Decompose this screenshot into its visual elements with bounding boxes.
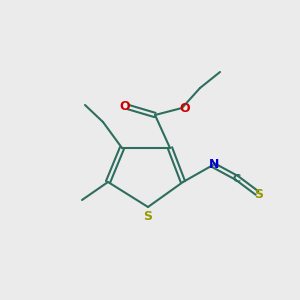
Text: O: O [180,101,190,115]
Text: S: S [143,210,152,223]
Text: O: O [120,100,130,113]
Text: S: S [254,188,263,202]
Text: C: C [233,174,241,184]
Text: N: N [209,158,219,170]
